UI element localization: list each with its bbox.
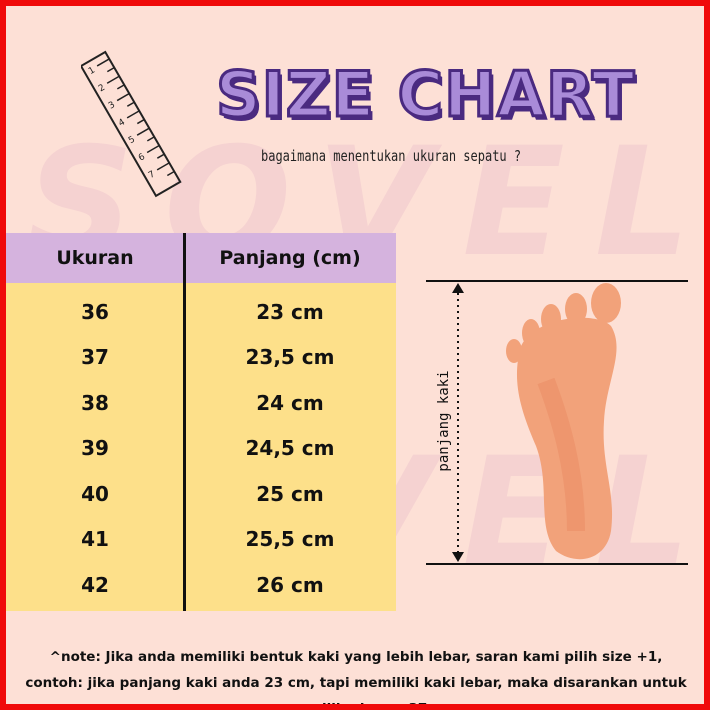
column-header-length: Panjang (cm) bbox=[219, 247, 361, 269]
size-cell: 41 bbox=[81, 527, 109, 552]
length-cell: 26 cm bbox=[256, 572, 324, 597]
length-cell: 23,5 cm bbox=[245, 345, 335, 370]
length-cell: 24 cm bbox=[256, 390, 324, 415]
ruler-tick bbox=[156, 162, 170, 171]
ruler-number: 6 bbox=[137, 152, 147, 164]
table-row: 37 23,5 cm bbox=[6, 335, 396, 381]
ruler-number: 3 bbox=[107, 100, 117, 112]
subtitle: bagaimana menentukan ukuran sepatu ? bbox=[261, 147, 522, 165]
size-cell: 42 bbox=[81, 572, 109, 597]
table-row: 38 24 cm bbox=[6, 380, 396, 426]
length-cell: 25 cm bbox=[256, 481, 324, 506]
ruler-tick bbox=[106, 66, 115, 73]
length-cell: 25,5 cm bbox=[245, 527, 335, 552]
column-divider bbox=[183, 233, 186, 611]
ruler-number: 2 bbox=[97, 83, 107, 95]
table-row: 41 25,5 cm bbox=[6, 517, 396, 563]
ruler-number: 7 bbox=[147, 169, 157, 181]
ruler-tick bbox=[146, 144, 160, 154]
ruler-tick bbox=[106, 75, 120, 84]
size-cell: 38 bbox=[81, 390, 109, 415]
foot-illustration: panjang kaki bbox=[426, 280, 688, 565]
ruler-tick bbox=[146, 136, 155, 142]
ruler-tick bbox=[116, 92, 130, 102]
note-text: ^note: Jika anda memiliki bentuk kaki ya… bbox=[25, 649, 687, 710]
table-header: Ukuran Panjang (cm) bbox=[6, 233, 396, 283]
table-row: 39 24,5 cm bbox=[6, 426, 396, 472]
foot-length-label: panjang kaki bbox=[436, 370, 452, 471]
table-row: 36 23 cm bbox=[6, 289, 396, 335]
ruler-tick bbox=[166, 170, 175, 177]
size-cell: 40 bbox=[81, 481, 109, 506]
ruler-tick bbox=[156, 153, 165, 159]
length-cell: 24,5 cm bbox=[245, 436, 335, 461]
page-title: SIZE CHART bbox=[214, 57, 636, 133]
ruler-tick bbox=[136, 127, 150, 136]
length-cell: 23 cm bbox=[256, 299, 324, 324]
size-cell: 37 bbox=[81, 345, 109, 370]
table-body: 36 23 cm 37 23,5 cm 38 24 cm 39 24,5 cm 40 25 cm 4… bbox=[6, 283, 396, 611]
ruler-tick bbox=[126, 110, 140, 119]
column-header-size: Ukuran bbox=[56, 247, 134, 269]
ruler-tick bbox=[116, 84, 125, 90]
ruler-number: 4 bbox=[117, 117, 127, 129]
size-table: Ukuran Panjang (cm) 36 23 cm 37 23,5 cm 38 24… bbox=[6, 233, 396, 611]
foot-icon bbox=[506, 283, 621, 560]
size-cell: 39 bbox=[81, 436, 109, 461]
table-row: 42 26 cm bbox=[6, 562, 396, 608]
ruler-number: 1 bbox=[87, 65, 97, 77]
ruler-tick bbox=[126, 101, 135, 107]
table-row: 40 25 cm bbox=[6, 471, 396, 517]
size-cell: 36 bbox=[81, 299, 109, 324]
ruler-tick bbox=[96, 58, 110, 67]
ruler-number: 5 bbox=[127, 135, 137, 147]
ruler-tick bbox=[136, 118, 145, 125]
